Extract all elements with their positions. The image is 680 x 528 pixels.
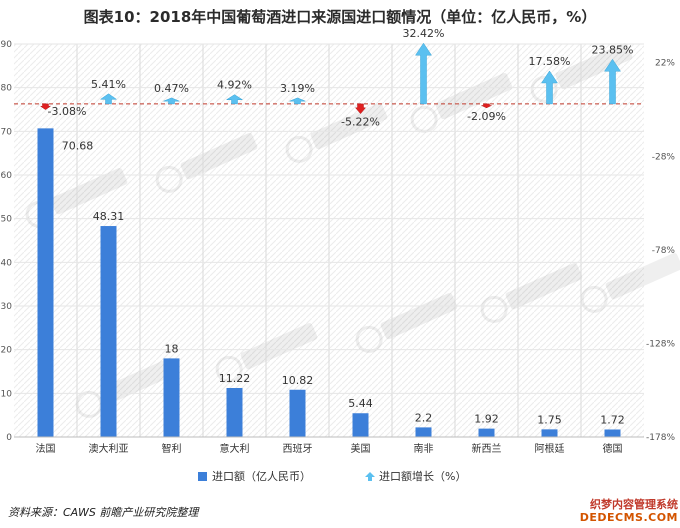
growth-label: -5.22%: [341, 116, 380, 129]
watermark-line-2: DEDECMS.COM: [579, 511, 678, 524]
watermark-logo: [580, 252, 680, 313]
y-left-tick-label: 90: [1, 40, 13, 50]
bar: [352, 413, 369, 437]
y-right-tick-label: -78%: [652, 246, 676, 256]
chart-title: 图表10：2018年中国葡萄酒进口来源国进口额情况（单位：亿人民币，%）: [83, 8, 597, 26]
bar-value-label: 48.31: [93, 210, 125, 223]
growth-label: 4.92%: [217, 79, 252, 92]
corner-watermark: 织梦内容管理系统 DEDECMS.COM: [580, 498, 678, 524]
x-tick-label: 法国: [36, 442, 56, 455]
growth-label: 17.58%: [529, 55, 571, 68]
growth-arrow: [604, 58, 621, 105]
growth-label: -2.09%: [467, 110, 506, 123]
bar: [478, 428, 495, 437]
y-right-tick-label: 22%: [655, 59, 675, 69]
bar-value-label: 5.44: [348, 397, 373, 410]
growth-arrow: [415, 42, 432, 105]
y-right-tick-label: -128%: [646, 339, 675, 349]
growth-label: 0.47%: [154, 82, 189, 95]
watermark-logo: [215, 322, 318, 383]
growth-arrow: [541, 70, 558, 105]
y-left-tick-label: 80: [1, 84, 13, 94]
y-left-tick-label: 20: [1, 346, 13, 356]
growth-label: 32.42%: [403, 27, 445, 40]
x-tick-label: 新西兰: [472, 442, 502, 455]
bar: [541, 429, 558, 437]
growth-label: 3.19%: [280, 82, 315, 95]
x-tick-label: 美国: [351, 442, 371, 455]
bar-value-label: 1.92: [474, 413, 499, 426]
bar-value-label: 1.72: [600, 413, 625, 426]
bar: [415, 427, 432, 437]
watermark-logo: [155, 132, 258, 193]
y-left-tick-label: 40: [1, 258, 13, 268]
x-tick-label: 澳大利亚: [89, 442, 129, 455]
bar: [163, 358, 180, 437]
growth-arrow: [163, 97, 180, 105]
legend-bar-swatch: [198, 472, 207, 481]
growth-label: 5.41%: [91, 78, 126, 91]
bar: [226, 388, 243, 437]
bar: [289, 389, 306, 437]
bar-value-label: 11.22: [219, 372, 251, 385]
bar-value-label: 2.2: [415, 411, 433, 424]
y-left-tick-label: 60: [1, 171, 13, 181]
watermark-line-1: 织梦内容管理系统: [590, 498, 678, 511]
y-left-tick-label: 70: [1, 127, 13, 137]
y-right-tick-label: -178%: [646, 433, 675, 443]
source-note: 资料来源：CAWS 前瞻产业研究院整理: [8, 506, 199, 519]
y-left-tick-label: 30: [1, 302, 13, 312]
bar-value-label: 70.68: [62, 139, 94, 152]
legend-arrow-swatch: [365, 472, 375, 481]
bar: [604, 429, 621, 437]
growth-arrow: [354, 103, 367, 115]
watermark-logo: [285, 102, 388, 163]
growth-arrow: [99, 93, 118, 105]
x-tick-label: 西班牙: [283, 443, 313, 455]
growth-arrow: [39, 103, 52, 110]
y-right-tick-label: -28%: [652, 152, 676, 162]
growth-label: -3.08%: [48, 105, 87, 118]
watermark-logo: [355, 292, 458, 353]
bar: [37, 128, 54, 437]
legend-arrow-label: 进口额增长（%）: [379, 469, 466, 483]
x-tick-label: 阿根廷: [535, 442, 565, 455]
watermark-logo: [480, 262, 583, 323]
bar: [100, 226, 117, 437]
growth-arrow: [289, 97, 306, 105]
legend-bar-label: 进口额（亿人民币）: [212, 470, 311, 483]
x-tick-label: 德国: [603, 442, 623, 455]
x-tick-label: 南非: [414, 442, 434, 455]
bar-value-label: 1.75: [537, 413, 562, 426]
bar-value-label: 10.82: [282, 374, 314, 387]
growth-arrow: [225, 94, 244, 105]
chart-canvas: 70.68 48.31 18 11.22 10.82 5.44 2.2 1.92 1.75 1.7…: [1, 27, 680, 483]
x-tick-label: 意大利: [220, 442, 250, 455]
growth-arrow: [481, 103, 492, 109]
bar-value-label: 18: [165, 342, 179, 355]
y-left-tick-label: 10: [1, 389, 13, 399]
y-left-tick-label: 0: [6, 433, 12, 443]
growth-label: 23.85%: [592, 43, 634, 56]
x-tick-label: 智利: [162, 442, 182, 455]
y-left-tick-label: 50: [1, 215, 13, 225]
